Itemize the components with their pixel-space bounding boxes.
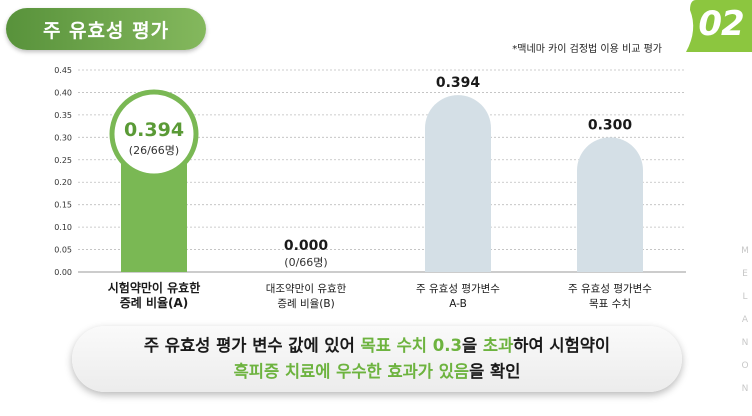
brand-vertical-text: M E L A N O N xyxy=(740,240,750,401)
section-title: 주 유효성 평가 xyxy=(6,8,206,50)
section-number: 02 xyxy=(698,4,744,44)
value-highlight-circle xyxy=(109,89,199,179)
x-tick-label: 주 유효성 평가변수 xyxy=(568,283,652,295)
section-badge-shape xyxy=(686,0,752,52)
bar xyxy=(577,137,643,272)
conclusion-text: 을 xyxy=(461,336,483,355)
method-note: *맥네마 카이 검정법 이용 비교 평가 xyxy=(512,44,662,55)
x-tick-label: A-B xyxy=(449,298,467,310)
section-title-text: 주 유효성 평가 xyxy=(42,19,170,42)
conclusion-text: 하여 시험약이 xyxy=(513,336,611,355)
brand-letter: L xyxy=(742,292,748,302)
data-sublabel: (26/66명) xyxy=(129,144,179,157)
x-tick-label: 목표 수치 xyxy=(589,298,631,310)
brand-letter: N xyxy=(741,384,749,394)
conclusion-text: 주 유효성 평가 변수 값에 있어 xyxy=(143,336,361,355)
y-tick-label: 0.35 xyxy=(54,111,72,120)
conclusion-highlight: 목표 수치 0.3 xyxy=(360,336,462,355)
bar xyxy=(425,95,491,272)
x-tick-label: 증례 비율(A) xyxy=(120,295,189,310)
conclusion-box: 주 유효성 평가 변수 값에 있어 목표 수치 0.3을 초과하여 시험약이 흑… xyxy=(72,326,682,392)
data-sublabel: (0/66명) xyxy=(284,256,327,269)
conclusion-line-1: 주 유효성 평가 변수 값에 있어 목표 수치 0.3을 초과하여 시험약이 xyxy=(72,333,682,359)
data-label: 0.394 xyxy=(124,119,184,141)
x-tick-label: 증례 비율(B) xyxy=(277,298,334,310)
conclusion-highlight: 초과 xyxy=(482,336,514,355)
bar-chart: 0.00 0.05 0.10 0.15 0.20 0.25 0.30 0.35 0.40 0.45… xyxy=(54,66,686,310)
brand-letter: N xyxy=(741,338,749,348)
data-label: 0.000 xyxy=(284,238,329,254)
brand-letter: E xyxy=(742,269,748,279)
conclusion-text: 을 확인 xyxy=(469,362,521,381)
data-label: 0.394 xyxy=(436,75,481,91)
x-tick-label: 대조약만이 유효한 xyxy=(266,283,347,295)
y-tick-label: 0.15 xyxy=(54,201,72,210)
y-tick-label: 0.25 xyxy=(54,156,72,165)
y-tick-label: 0.45 xyxy=(54,66,72,75)
x-tick-label: 시험약만이 유효한 xyxy=(108,280,201,295)
x-tick-label: 주 유효성 평가변수 xyxy=(416,283,500,295)
y-tick-label: 0.10 xyxy=(54,223,72,232)
conclusion-line-2: 흑피증 치료에 우수한 효과가 있음을 확인 xyxy=(72,359,682,385)
y-tick-label: 0.20 xyxy=(54,178,72,187)
data-label: 0.300 xyxy=(588,117,633,133)
y-tick-label: 0.00 xyxy=(54,268,72,277)
brand-letter: M xyxy=(741,246,749,256)
brand-letter: A xyxy=(741,315,749,325)
y-tick-label: 0.30 xyxy=(54,133,72,142)
y-tick-label: 0.40 xyxy=(54,88,72,97)
y-tick-label: 0.05 xyxy=(54,246,72,255)
conclusion-highlight: 흑피증 치료에 우수한 효과가 있음 xyxy=(233,362,470,381)
brand-letter: O xyxy=(741,361,749,371)
